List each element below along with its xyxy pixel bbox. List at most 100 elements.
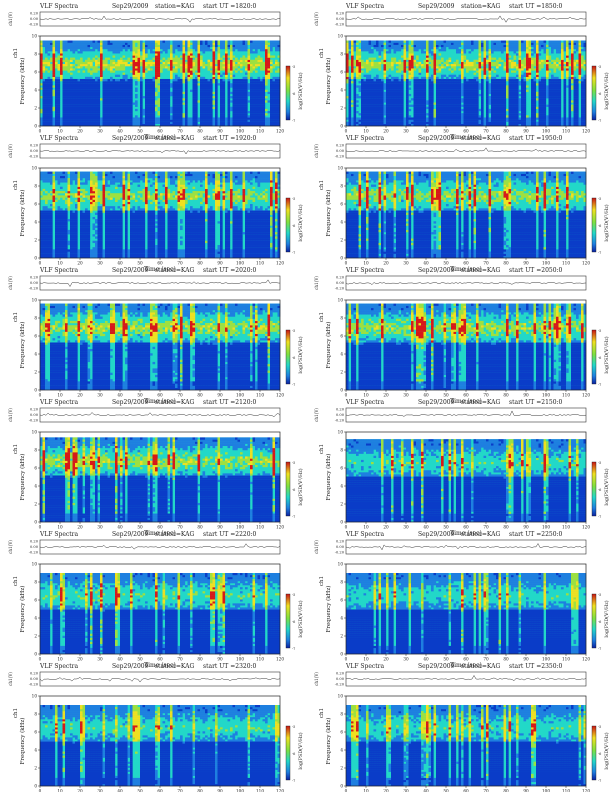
spectrogram-cell xyxy=(489,55,492,57)
spectrogram-cell xyxy=(464,66,467,68)
spectrogram-cell xyxy=(185,58,188,60)
spectrogram-cell xyxy=(208,107,211,109)
spectrogram-cell xyxy=(75,83,78,85)
spectrogram-cell xyxy=(255,115,258,117)
spectrogram-cell xyxy=(489,109,492,111)
spectrogram-cell xyxy=(230,60,233,62)
spectrogram-cell xyxy=(481,94,484,96)
spectrogram-cell xyxy=(374,122,377,124)
spectrogram-cell xyxy=(175,107,178,109)
spectrogram-cell xyxy=(481,122,484,124)
spectrogram-cell xyxy=(424,88,427,90)
spectrogram-cell xyxy=(456,90,459,92)
spectrogram-cell xyxy=(145,107,148,109)
spectrogram-cell xyxy=(55,45,58,47)
spectrogram-cell xyxy=(53,117,56,119)
spectrogram-cell xyxy=(93,85,96,87)
spectrogram-cell xyxy=(73,83,76,85)
spectrogram-cell xyxy=(165,60,168,62)
spectrogram-cell xyxy=(200,100,203,102)
spectrogram-cell xyxy=(223,92,226,94)
spectrogram-cell xyxy=(110,113,113,115)
spectrogram-cell xyxy=(461,70,464,72)
spectrogram-cell xyxy=(268,55,271,57)
spectrogram-cell xyxy=(421,94,424,96)
spectrogram-cell xyxy=(210,70,213,72)
spectrogram-cell xyxy=(411,53,414,55)
spectrogram-cell xyxy=(253,120,256,122)
spectrogram-cell xyxy=(68,83,71,85)
spectrogram-cell xyxy=(258,98,261,100)
spectrogram-cell xyxy=(50,90,53,92)
spectrogram-cell xyxy=(258,120,261,122)
spectrogram-cell xyxy=(78,90,81,92)
spectrogram-cell xyxy=(499,64,502,66)
spectrogram-cell xyxy=(273,81,276,83)
spectrogram-cell xyxy=(210,94,213,96)
spectrogram-cell xyxy=(90,64,93,66)
spectrogram-cell xyxy=(459,79,462,81)
spectrogram-cell xyxy=(145,88,148,90)
spectrogram-cell xyxy=(80,83,83,85)
spectrogram-cell xyxy=(444,102,447,104)
spectrogram-cell xyxy=(165,96,168,98)
spectrogram-cell xyxy=(160,120,163,122)
spectrogram-cell xyxy=(128,120,131,122)
spectrogram-cell xyxy=(158,53,161,55)
spectrogram-cell xyxy=(396,83,399,85)
spectrogram-cell xyxy=(188,58,191,60)
spectrogram-cell xyxy=(235,90,238,92)
spectrogram-cell xyxy=(479,115,482,117)
spectrogram-cell xyxy=(233,68,236,70)
spectrogram-cell xyxy=(444,111,447,113)
spectrogram-cell xyxy=(436,83,439,85)
spectrogram-cell xyxy=(98,98,101,100)
spectrogram-cell xyxy=(386,64,389,66)
spectrogram-cell xyxy=(88,70,91,72)
spectrogram-cell xyxy=(178,58,181,60)
spectrogram-cell xyxy=(208,94,211,96)
spectrogram-cell xyxy=(180,41,183,43)
spectrogram-cell xyxy=(143,117,146,119)
spectrogram-cell xyxy=(379,109,382,111)
spectrogram-cell xyxy=(75,122,78,124)
spectrogram-cell xyxy=(359,60,362,62)
spectrogram-cell xyxy=(50,113,53,115)
spectrogram-cell xyxy=(431,120,434,122)
spectrogram-cell xyxy=(50,98,53,100)
spectrogram-cell xyxy=(118,79,121,81)
spectrogram-cell xyxy=(203,120,206,122)
spectrogram-cell xyxy=(158,100,161,102)
spectrogram-cell xyxy=(235,79,238,81)
spectrogram-cell xyxy=(240,43,243,45)
spectrogram-cell xyxy=(238,49,241,51)
spectrogram-cell xyxy=(361,122,364,124)
spectrogram-cell xyxy=(190,58,193,60)
spectrogram-cell xyxy=(185,102,188,104)
spectrogram-cell xyxy=(145,85,148,87)
spectrogram-cell xyxy=(424,83,427,85)
spectrogram-cell xyxy=(255,43,258,45)
spectrogram-cell xyxy=(185,49,188,51)
spectrogram-cell xyxy=(409,49,412,51)
spectrogram-cell xyxy=(175,100,178,102)
spectrogram-cell xyxy=(454,75,457,77)
spectrogram-cell xyxy=(431,98,434,100)
spectrogram-cell xyxy=(110,81,113,83)
spectrogram-cell xyxy=(258,105,261,107)
spectrogram-cell xyxy=(491,115,494,117)
spectrogram-cell xyxy=(160,45,163,47)
spectrogram-cell xyxy=(113,55,116,57)
spectrogram-cell xyxy=(140,58,143,60)
spectrogram-cell xyxy=(183,58,186,60)
spectrogram-cell xyxy=(245,77,248,79)
spectrogram-cell xyxy=(110,64,113,66)
spectrogram-cell xyxy=(381,90,384,92)
spectrogram-cell xyxy=(406,96,409,98)
spectrogram-cell xyxy=(103,96,106,98)
spectrogram-cell xyxy=(429,105,432,107)
spectrogram-cell xyxy=(183,53,186,55)
spectrogram-cell xyxy=(406,107,409,109)
spectrogram-cell xyxy=(469,94,472,96)
spectrogram-cell xyxy=(95,90,98,92)
